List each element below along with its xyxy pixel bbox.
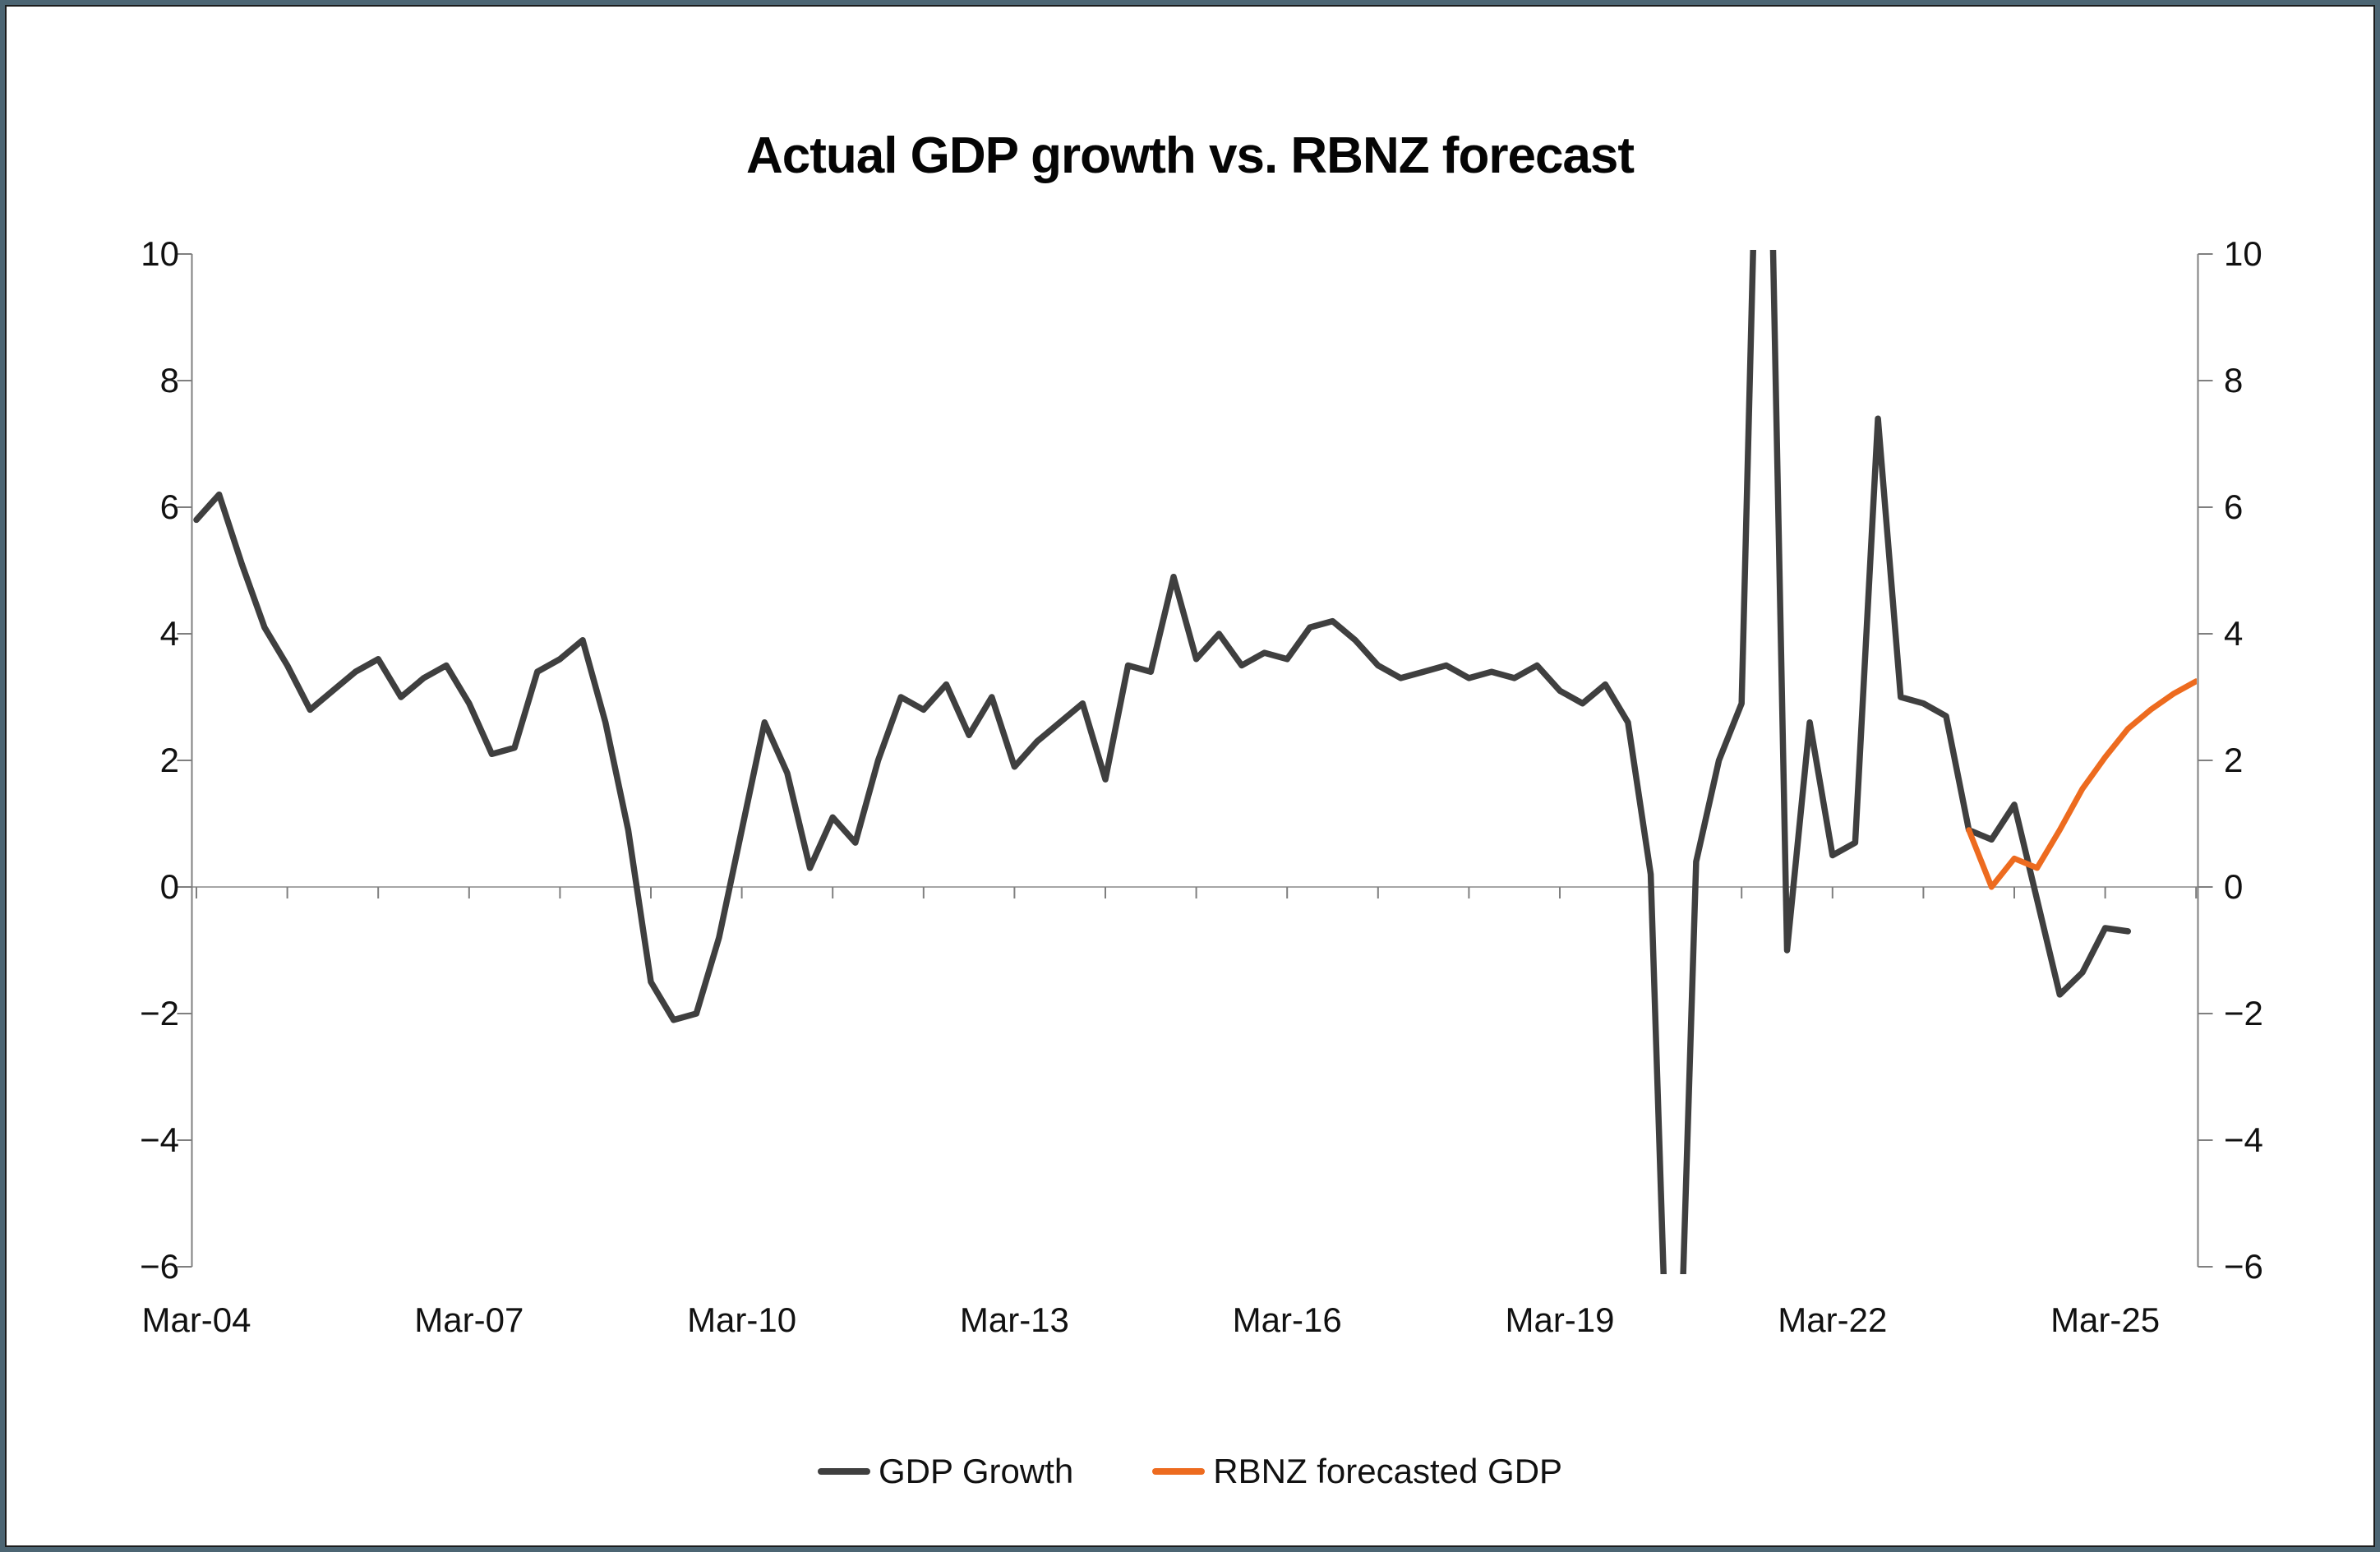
y-axis-label-left: −6 [140,1247,179,1286]
legend-line-swatch [817,1468,870,1475]
legend: GDP Growth RBNZ forecasted GDP [5,1452,2375,1491]
legend-item-gdp-growth: GDP Growth [817,1452,1074,1491]
x-axis-label: Mar-10 [687,1300,797,1339]
series-line-gdp-growth [193,250,2132,1274]
y-axis-label-right: −6 [2224,1247,2263,1286]
y-axis-label-right: 4 [2224,614,2244,653]
y-axis-label-right: 8 [2224,361,2244,400]
x-axis-label: Mar-16 [1232,1300,1342,1339]
x-axis-label: Mar-04 [141,1300,251,1339]
x-axis-label: Mar-25 [2050,1300,2161,1339]
y-axis-label-left: 2 [159,741,179,779]
y-axis-label-left: 8 [159,361,179,400]
y-axis-label-right: 0 [2224,867,2244,906]
chart-title: Actual GDP growth vs. RBNZ forecast [745,127,1635,184]
y-axis-label-right: 10 [2224,234,2262,273]
y-axis-label-right: −4 [2224,1120,2263,1159]
series-line-rbnz-forecast [1966,678,2197,890]
plot-area [177,250,2213,1274]
x-axis-label: Mar-22 [1778,1300,1888,1339]
y-axis-label-left: 10 [141,234,179,273]
y-axis-label-left: 6 [159,487,179,526]
legend-label: GDP Growth [878,1452,1074,1490]
legend-label: RBNZ forecasted GDP [1213,1452,1563,1490]
y-axis-label-left: −2 [140,994,179,1032]
x-axis-label: Mar-07 [414,1300,524,1339]
y-axis-label-left: −4 [140,1120,179,1159]
y-axis-label-right: 6 [2224,487,2244,526]
y-axis-label-left: 0 [159,867,179,906]
legend-line-swatch [1152,1468,1206,1475]
y-axis-label-left: 4 [159,614,179,653]
x-axis-label: Mar-19 [1505,1300,1615,1339]
legend-item-rbnz-forecast: RBNZ forecasted GDP [1152,1452,1562,1491]
x-axis-label: Mar-13 [959,1300,1069,1339]
y-axis-label-right: −2 [2224,994,2263,1032]
y-axis-label-right: 2 [2224,741,2244,779]
